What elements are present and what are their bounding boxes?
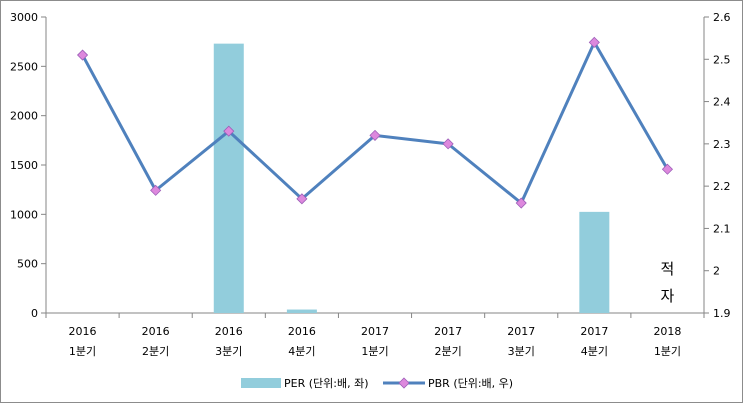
x-tick-label-quarter: 4분기 <box>581 345 608 358</box>
axes: 0 500 1000 1500 2000 2500 3000 1.9 2 2.1 2.2 2.3 2.4… <box>10 11 731 358</box>
legend: PER (단위:배, 좌) PBR (단위:배, 우) <box>241 377 513 390</box>
x-tick-label-year: 2017 <box>580 325 608 338</box>
right-tick-label: 2.3 <box>713 138 731 151</box>
left-tick-label: 500 <box>17 258 38 271</box>
right-tick-label: 2.4 <box>713 96 731 109</box>
legend-pbr-label: PBR (단위:배, 우) <box>428 377 513 390</box>
x-tick-label-year: 2016 <box>69 325 97 338</box>
x-tick-label-quarter: 3분기 <box>508 345 535 358</box>
legend-per-label: PER (단위:배, 좌) <box>284 377 369 390</box>
x-tick-label-year: 2017 <box>434 325 462 338</box>
x-tick-label-year: 2018 <box>653 325 681 338</box>
right-tick-label: 2.5 <box>713 53 731 66</box>
right-tick-label: 2.2 <box>713 180 731 193</box>
legend-pbr-marker <box>398 377 410 389</box>
x-tick-label-quarter: 3분기 <box>215 345 242 358</box>
x-tick-label-year: 2017 <box>507 325 535 338</box>
x-tick-label-quarter: 2분기 <box>142 345 169 358</box>
per-bar <box>286 309 317 313</box>
x-tick-label-quarter: 1분기 <box>654 345 681 358</box>
pbr-line <box>76 36 674 209</box>
pbr-point <box>296 193 308 205</box>
legend-per-swatch <box>241 378 281 388</box>
per-bar <box>579 211 610 313</box>
x-tick-label-quarter: 1분기 <box>69 345 96 358</box>
right-tick-label: 2.6 <box>713 11 731 24</box>
pbr-point <box>223 125 235 137</box>
x-tick-label-year: 2016 <box>142 325 170 338</box>
pbr-point <box>76 49 89 61</box>
x-tick-label-year: 2016 <box>288 325 316 338</box>
x-tick-label-quarter: 1분기 <box>361 345 388 358</box>
pbr-point <box>661 163 674 175</box>
pbr-point <box>515 197 527 209</box>
left-tick-label: 1500 <box>10 159 38 172</box>
per-bar <box>213 43 244 313</box>
left-tick-label: 3000 <box>10 11 38 24</box>
pbr-series-line <box>81 40 669 205</box>
right-tick-label: 2 <box>713 265 720 278</box>
pbr-point <box>442 138 454 150</box>
per-bars <box>213 43 610 313</box>
deficit-annotation: 자 <box>661 287 675 305</box>
left-tick-label: 2500 <box>10 60 38 73</box>
right-tick-label: 1.9 <box>713 307 731 320</box>
pbr-point <box>150 184 162 196</box>
deficit-annotation: 적 <box>661 260 675 278</box>
x-tick-label-year: 2017 <box>361 325 389 338</box>
pbr-point <box>369 129 381 141</box>
right-tick-label: 2.1 <box>713 222 731 235</box>
x-tick-label-year: 2016 <box>215 325 243 338</box>
left-tick-label: 2000 <box>10 110 38 123</box>
annotation: 적자 <box>661 260 675 305</box>
pbr-point <box>588 36 600 48</box>
left-tick-label: 1000 <box>10 208 38 221</box>
x-tick-label-quarter: 2분기 <box>434 345 461 358</box>
x-tick-label-quarter: 4분기 <box>288 345 315 358</box>
left-tick-label: 0 <box>31 307 38 320</box>
